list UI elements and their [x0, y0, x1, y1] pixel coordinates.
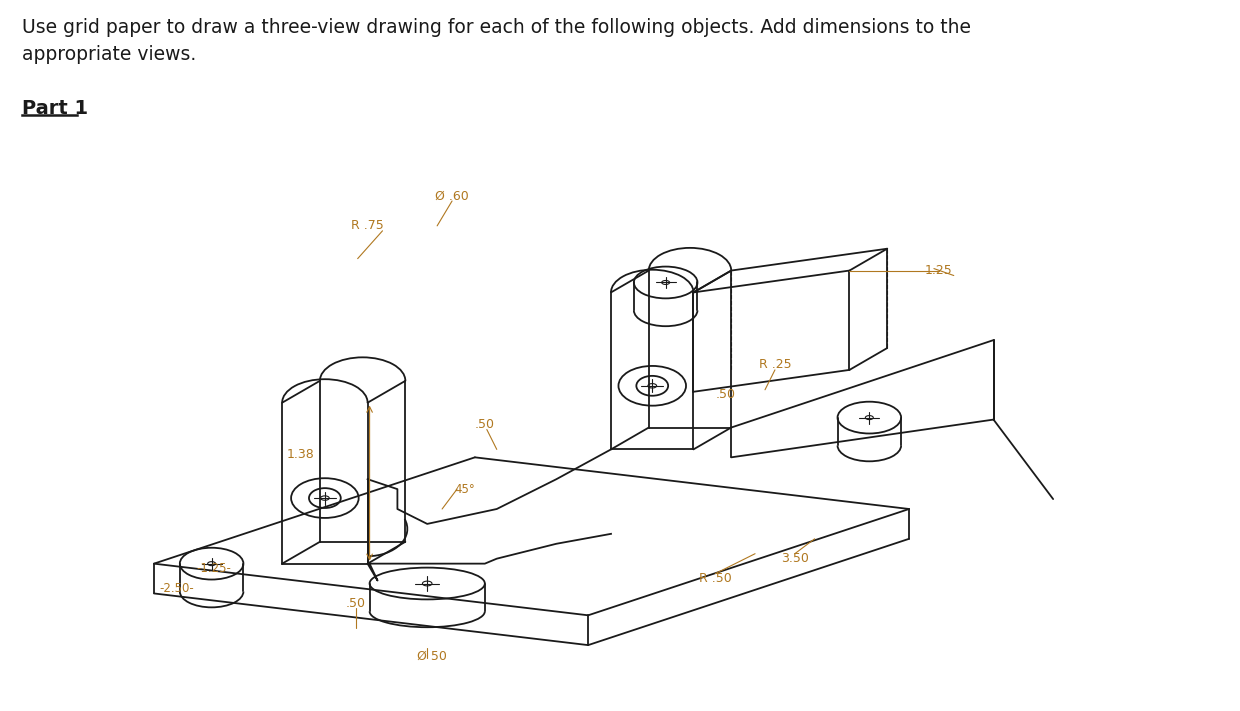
Text: .50: .50	[346, 597, 366, 610]
Text: Ø 50: Ø 50	[417, 650, 448, 663]
Text: R .25: R .25	[759, 358, 791, 371]
Text: R .50: R .50	[699, 572, 732, 585]
Text: 1.38: 1.38	[288, 448, 315, 461]
Text: Ø .60: Ø .60	[435, 190, 469, 203]
Text: 45°: 45°	[455, 483, 475, 496]
Text: .50: .50	[715, 388, 735, 401]
Text: R .75: R .75	[351, 220, 384, 232]
Text: .50: .50	[475, 418, 495, 431]
Text: -2.50-: -2.50-	[160, 582, 195, 595]
Text: -1.25-: -1.25-	[196, 562, 231, 575]
Text: Use grid paper to draw a three-view drawing for each of the following objects. A: Use grid paper to draw a three-view draw…	[22, 18, 971, 64]
Text: 1.25: 1.25	[925, 264, 952, 277]
Text: Part 1: Part 1	[22, 99, 88, 118]
Text: 3.50: 3.50	[781, 552, 808, 565]
